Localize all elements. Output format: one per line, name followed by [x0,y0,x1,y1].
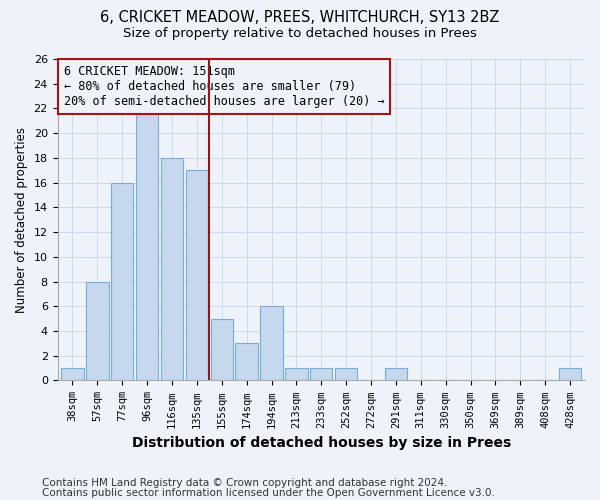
Bar [235,344,258,380]
Bar [285,368,308,380]
Bar [310,368,332,380]
Bar [559,368,581,380]
Bar [260,306,283,380]
Y-axis label: Number of detached properties: Number of detached properties [15,126,28,312]
Text: Size of property relative to detached houses in Prees: Size of property relative to detached ho… [123,28,477,40]
Bar [161,158,183,380]
Bar [86,282,109,380]
Bar [335,368,358,380]
Text: Contains HM Land Registry data © Crown copyright and database right 2024.: Contains HM Land Registry data © Crown c… [42,478,448,488]
Bar [185,170,208,380]
Text: 6, CRICKET MEADOW, PREES, WHITCHURCH, SY13 2BZ: 6, CRICKET MEADOW, PREES, WHITCHURCH, SY… [100,10,500,25]
Text: Contains public sector information licensed under the Open Government Licence v3: Contains public sector information licen… [42,488,495,498]
Bar [211,318,233,380]
X-axis label: Distribution of detached houses by size in Prees: Distribution of detached houses by size … [131,436,511,450]
Bar [111,182,133,380]
Bar [136,108,158,380]
Text: 6 CRICKET MEADOW: 151sqm
← 80% of detached houses are smaller (79)
20% of semi-d: 6 CRICKET MEADOW: 151sqm ← 80% of detach… [64,65,385,108]
Bar [385,368,407,380]
Bar [61,368,83,380]
